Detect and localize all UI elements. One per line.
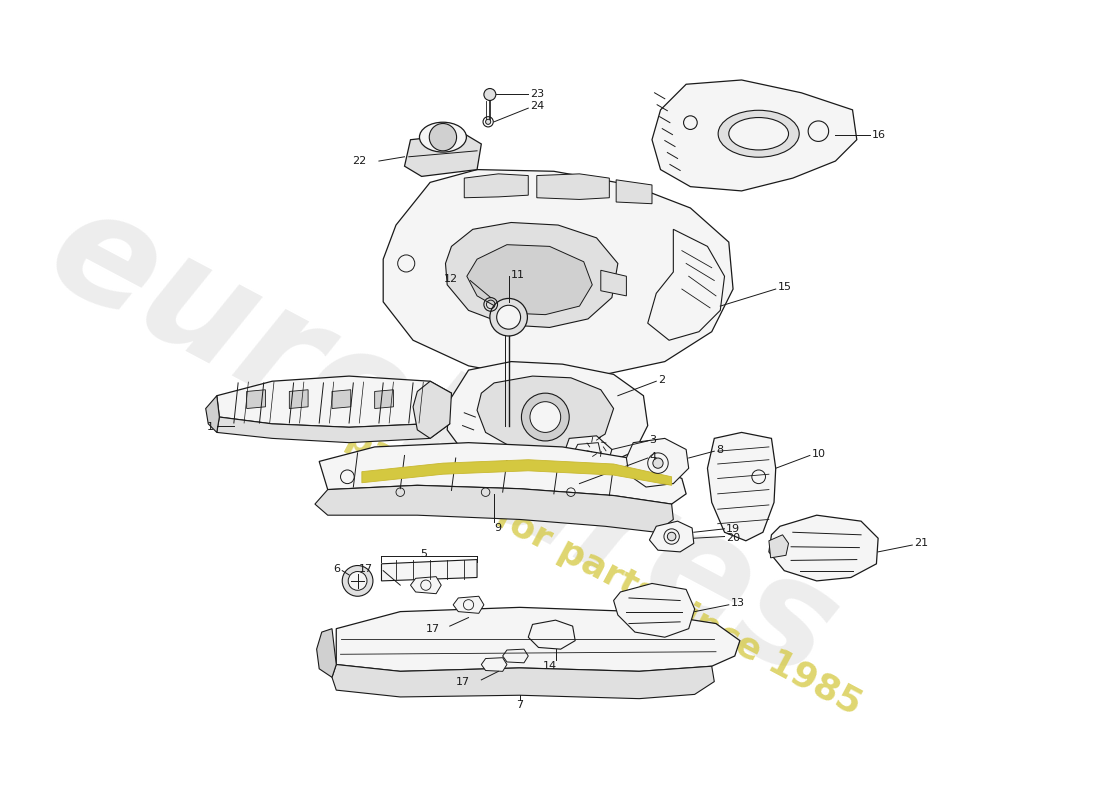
Polygon shape [528, 620, 575, 649]
Circle shape [485, 119, 491, 124]
Polygon shape [405, 134, 482, 177]
Text: 17: 17 [359, 564, 373, 574]
Circle shape [683, 116, 697, 130]
Polygon shape [246, 390, 265, 409]
Polygon shape [601, 270, 626, 296]
Circle shape [490, 298, 527, 336]
Polygon shape [539, 470, 580, 499]
Polygon shape [217, 413, 450, 442]
Polygon shape [652, 80, 857, 191]
Polygon shape [337, 607, 740, 671]
Circle shape [497, 306, 520, 329]
Polygon shape [317, 629, 337, 678]
Polygon shape [616, 180, 652, 204]
Polygon shape [315, 486, 673, 532]
Text: 15: 15 [779, 282, 792, 292]
Text: 17: 17 [456, 677, 470, 686]
Polygon shape [206, 396, 219, 433]
Polygon shape [383, 170, 733, 378]
Text: 5: 5 [420, 549, 428, 558]
Text: 20: 20 [726, 534, 740, 543]
Polygon shape [482, 658, 507, 671]
Text: 16: 16 [872, 130, 887, 141]
Polygon shape [503, 649, 528, 663]
Polygon shape [289, 390, 308, 409]
Circle shape [398, 255, 415, 272]
Polygon shape [466, 245, 592, 314]
Polygon shape [319, 442, 686, 504]
Text: 21: 21 [914, 538, 928, 548]
Ellipse shape [729, 118, 789, 150]
Circle shape [349, 571, 367, 590]
Text: 19: 19 [726, 524, 740, 534]
Text: 3: 3 [649, 435, 657, 445]
Polygon shape [464, 174, 528, 198]
Polygon shape [446, 222, 618, 327]
Polygon shape [537, 174, 609, 199]
Circle shape [429, 123, 456, 151]
Circle shape [342, 566, 373, 596]
Polygon shape [648, 230, 725, 340]
Polygon shape [217, 376, 451, 427]
Text: 24: 24 [530, 102, 544, 111]
Circle shape [341, 470, 354, 484]
Polygon shape [707, 433, 776, 541]
Polygon shape [332, 390, 351, 409]
Circle shape [530, 402, 561, 433]
Polygon shape [626, 438, 689, 487]
Ellipse shape [718, 110, 800, 158]
Polygon shape [564, 436, 612, 475]
Circle shape [668, 532, 675, 541]
Text: 17: 17 [426, 624, 440, 634]
Polygon shape [649, 521, 694, 552]
Text: 4: 4 [649, 452, 657, 462]
Polygon shape [614, 583, 695, 638]
Ellipse shape [419, 122, 466, 152]
Polygon shape [382, 559, 477, 581]
Polygon shape [414, 382, 451, 438]
Polygon shape [769, 515, 878, 581]
Circle shape [484, 89, 496, 101]
Text: 9: 9 [494, 523, 502, 533]
Text: euroPares: euroPares [25, 173, 861, 712]
Polygon shape [448, 362, 648, 475]
Circle shape [521, 393, 569, 441]
Text: 2: 2 [658, 374, 666, 385]
Text: 14: 14 [542, 662, 557, 671]
Polygon shape [332, 665, 714, 698]
Polygon shape [477, 376, 614, 453]
Text: 23: 23 [530, 90, 544, 99]
Text: 6: 6 [333, 564, 341, 574]
Text: 12: 12 [444, 274, 459, 284]
Text: 10: 10 [812, 449, 826, 458]
Polygon shape [410, 577, 441, 594]
Polygon shape [375, 390, 394, 409]
Text: 1: 1 [207, 422, 215, 432]
Polygon shape [362, 460, 672, 486]
Text: 8: 8 [716, 446, 723, 455]
Text: 7: 7 [516, 701, 524, 710]
Circle shape [808, 121, 828, 142]
Circle shape [652, 458, 663, 468]
Polygon shape [453, 596, 484, 614]
Polygon shape [769, 535, 789, 558]
Text: 13: 13 [730, 598, 745, 608]
Text: a passion for parts since 1985: a passion for parts since 1985 [308, 402, 868, 722]
Text: 11: 11 [512, 270, 525, 279]
Text: 22: 22 [352, 156, 366, 166]
